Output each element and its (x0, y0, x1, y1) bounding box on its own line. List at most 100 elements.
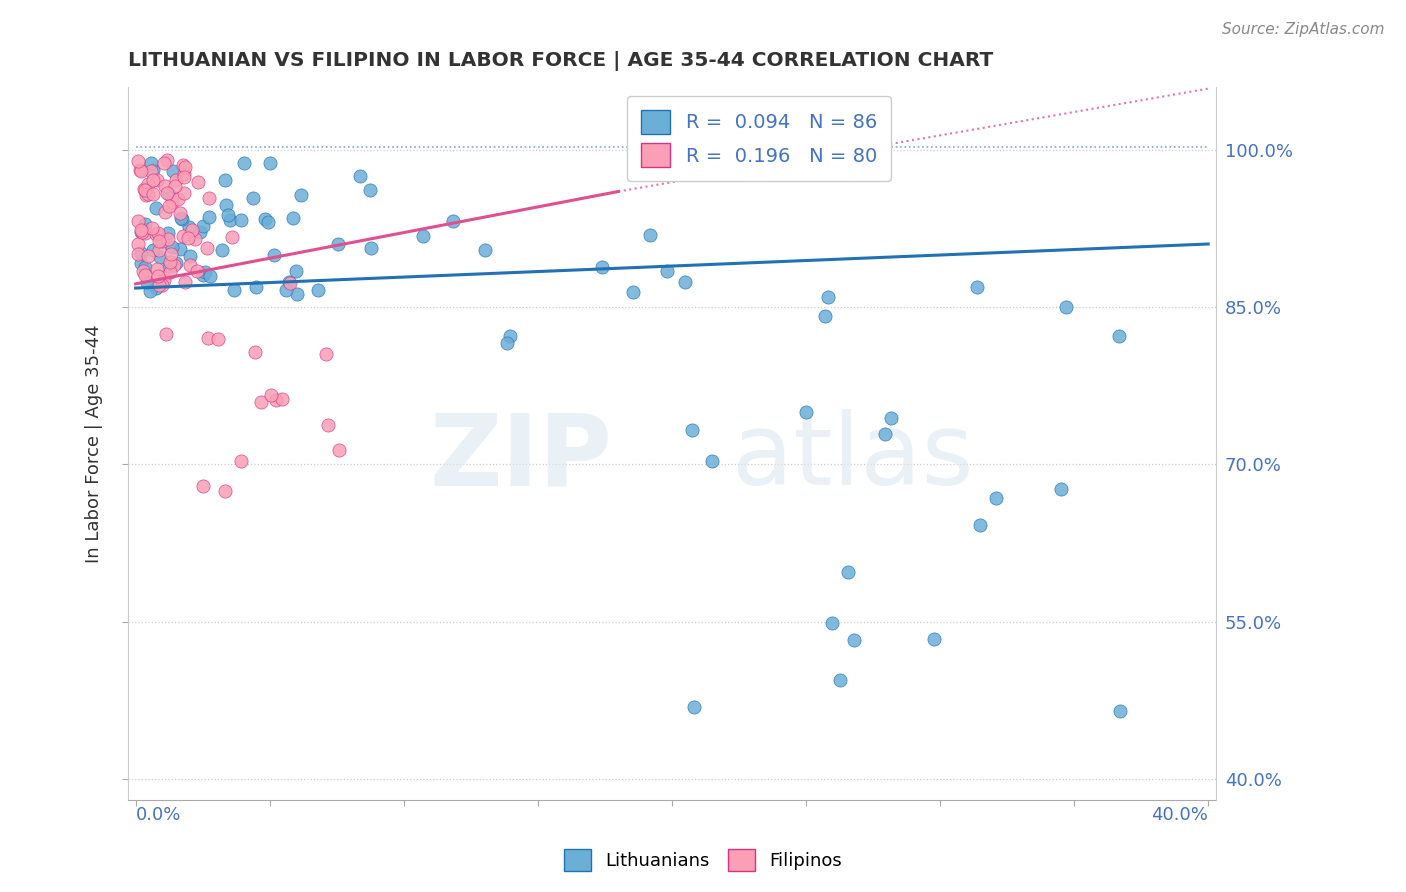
Legend: R =  0.094   N = 86, R =  0.196   N = 80: R = 0.094 N = 86, R = 0.196 N = 80 (627, 96, 890, 180)
Point (146, 269, 169, 284)
Point (821, 615, 844, 630)
Point (131, 264, 153, 278)
Point (187, 175, 209, 189)
Point (195, 241, 218, 255)
Point (139, 285, 162, 299)
Point (139, 156, 162, 170)
Text: Source: ZipAtlas.com: Source: ZipAtlas.com (1222, 22, 1385, 37)
Text: LITHUANIAN VS FILIPINO IN LABOR FORCE | AGE 35-44 CORRELATION CHART: LITHUANIAN VS FILIPINO IN LABOR FORCE | … (128, 51, 993, 70)
Point (966, 280, 988, 294)
Point (817, 290, 839, 304)
Text: 0.0%: 0.0% (135, 805, 181, 823)
Point (474, 244, 496, 258)
Point (285, 287, 308, 301)
Point (270, 392, 292, 406)
Point (221, 230, 243, 244)
Point (129, 256, 152, 270)
Point (281, 211, 304, 225)
Point (141, 220, 163, 235)
Point (134, 222, 156, 236)
Point (814, 309, 837, 323)
Point (157, 259, 180, 273)
Point (214, 484, 236, 499)
Point (173, 167, 195, 181)
Point (167, 192, 190, 206)
Point (307, 283, 329, 297)
Point (179, 258, 201, 272)
Point (794, 405, 817, 419)
Point (157, 226, 180, 240)
Point (177, 219, 200, 234)
Point (328, 443, 350, 458)
Point (315, 347, 337, 361)
Point (183, 232, 205, 246)
Point (280, 276, 302, 290)
Point (165, 173, 187, 187)
Point (191, 479, 214, 493)
Point (153, 205, 176, 219)
Point (316, 417, 339, 432)
Point (217, 208, 239, 222)
Point (499, 329, 522, 343)
Point (638, 227, 661, 242)
Point (162, 258, 184, 272)
Legend: Lithuanians, Filipinos: Lithuanians, Filipinos (557, 842, 849, 879)
Point (591, 260, 613, 275)
Point (129, 226, 152, 240)
Point (173, 169, 195, 184)
Point (1109, 704, 1132, 718)
Point (172, 158, 194, 172)
Point (224, 283, 246, 297)
Point (702, 454, 724, 468)
Point (233, 156, 256, 170)
Point (134, 226, 156, 240)
Point (148, 250, 170, 264)
Point (159, 255, 181, 269)
Point (290, 187, 312, 202)
Point (880, 410, 903, 425)
Point (683, 700, 706, 714)
Point (285, 264, 308, 278)
Point (186, 263, 208, 277)
Point (129, 246, 152, 260)
Point (214, 173, 236, 187)
Point (129, 223, 152, 237)
Point (162, 195, 184, 210)
Point (441, 214, 464, 228)
Point (837, 565, 859, 579)
Text: ZIP: ZIP (429, 409, 612, 507)
Point (134, 181, 156, 195)
Point (254, 212, 277, 227)
Point (127, 154, 149, 169)
Point (219, 213, 242, 227)
Point (673, 275, 696, 289)
Point (136, 186, 159, 201)
Point (131, 225, 153, 239)
Point (681, 423, 703, 437)
Point (621, 285, 644, 299)
Point (159, 246, 181, 260)
Point (173, 275, 195, 289)
Point (145, 202, 167, 216)
Point (207, 332, 229, 346)
Point (148, 278, 170, 293)
Point (360, 241, 382, 255)
Point (165, 179, 187, 194)
Point (245, 280, 267, 294)
Point (197, 330, 219, 344)
Point (231, 454, 253, 468)
Point (136, 275, 159, 289)
Point (160, 239, 183, 253)
Point (127, 237, 149, 252)
Point (139, 163, 162, 178)
Point (134, 260, 156, 274)
Point (150, 277, 173, 292)
Point (153, 179, 176, 194)
Point (156, 232, 179, 246)
Point (1054, 300, 1077, 314)
Point (259, 156, 281, 170)
Point (135, 188, 157, 202)
Point (150, 235, 173, 249)
Point (179, 249, 201, 263)
Point (134, 268, 156, 283)
